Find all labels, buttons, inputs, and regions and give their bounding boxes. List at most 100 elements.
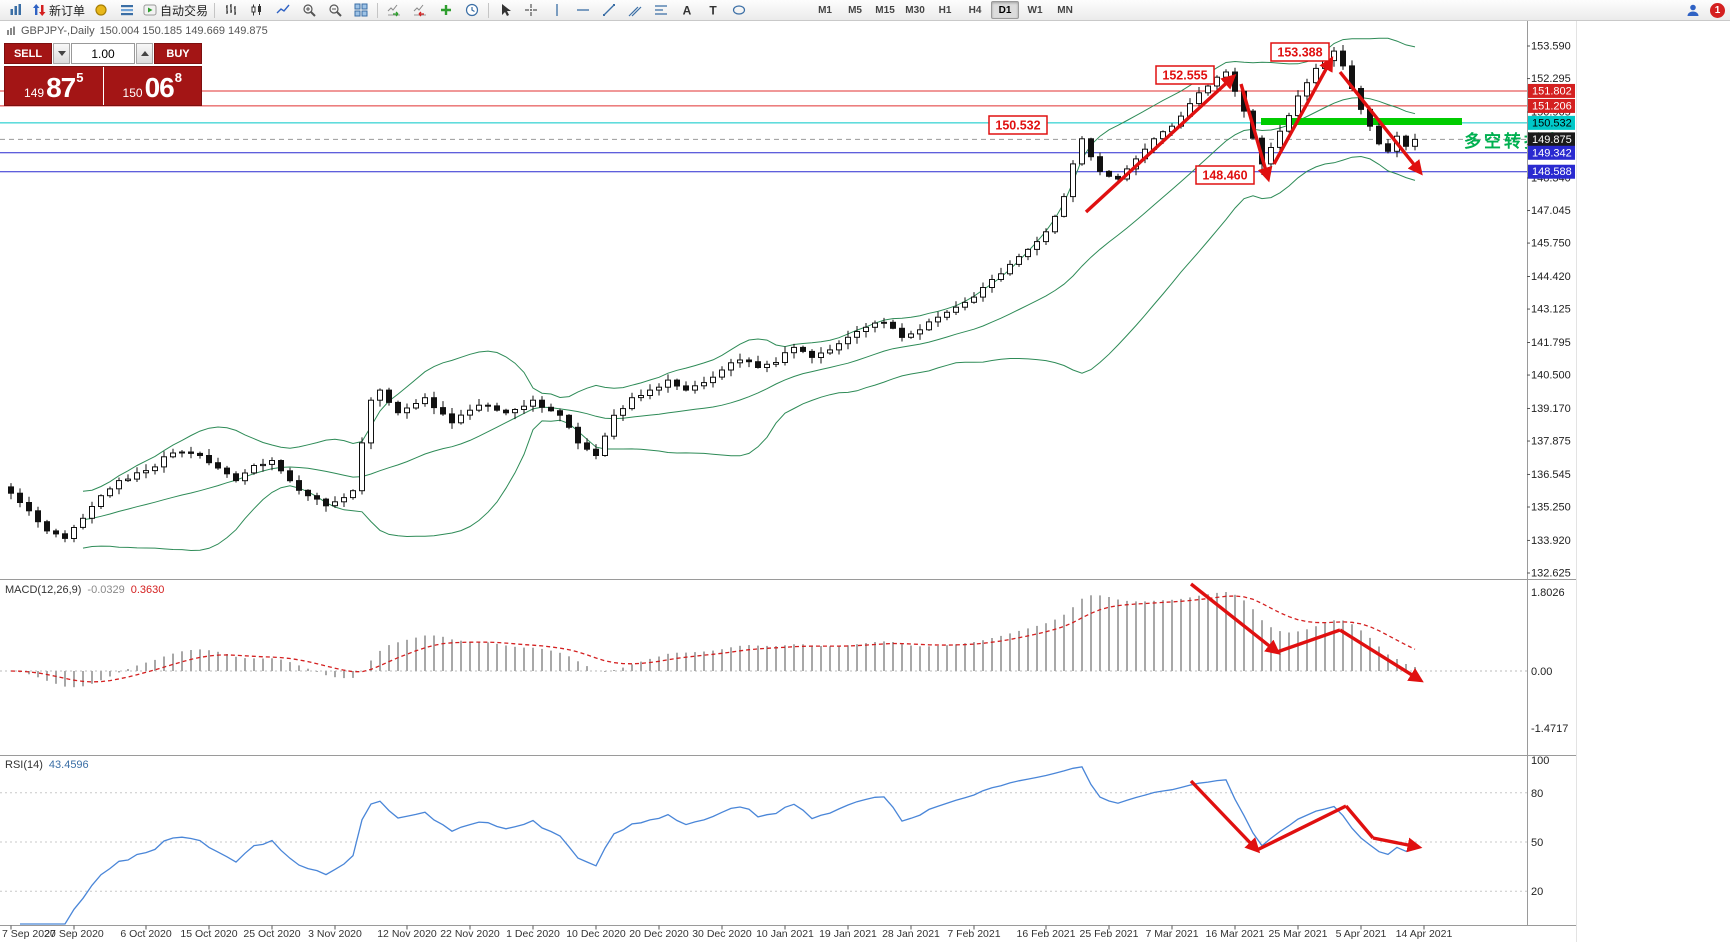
price-tick-label: 141.795 — [1531, 337, 1571, 349]
price-annotation[interactable]: 150.532 — [988, 115, 1048, 135]
market-watch-button[interactable] — [114, 0, 140, 20]
trend-arrow[interactable] — [1189, 779, 1261, 854]
bar-chart-mode-button[interactable] — [218, 0, 244, 20]
periods-button[interactable] — [459, 0, 485, 20]
autotrading-button[interactable]: 自动交易 — [140, 0, 211, 20]
trendline-icon — [603, 4, 616, 16]
price-tick-label: 137.875 — [1531, 436, 1571, 448]
price-tick-label: 152.295 — [1531, 73, 1571, 85]
date-tick-label: 22 Nov 2020 — [440, 928, 500, 940]
timeframe-button-m5[interactable]: M5 — [848, 4, 862, 16]
text-tool-button[interactable]: A — [674, 0, 700, 20]
chart-profile-button[interactable] — [3, 0, 29, 20]
channel-tool-button[interactable] — [622, 0, 648, 20]
shapes-tool-button[interactable] — [726, 0, 752, 20]
timeframe-button-m30[interactable]: M30 — [905, 4, 925, 16]
horizontal-line-tool-button[interactable] — [570, 0, 596, 20]
one-click-trading-panel: SELL BUY 149 87 5 150 06 8 — [4, 43, 202, 106]
price-tick-label: 145.750 — [1531, 238, 1571, 250]
macd-histogram — [19, 592, 1416, 688]
macd-label: MACD(12,26,9) -0.0329 0.3630 — [5, 584, 164, 596]
trend-arrow[interactable] — [1339, 628, 1424, 683]
trend-arrow[interactable] — [1256, 804, 1347, 852]
candlestick-mode-button[interactable] — [244, 0, 270, 20]
support-zone-bar[interactable] — [1261, 118, 1462, 125]
crosshair-tool-button[interactable] — [518, 0, 544, 20]
price-badge: 151.206 — [1528, 98, 1575, 113]
triangle-up-icon — [140, 51, 149, 56]
add-indicator-icon — [441, 5, 452, 15]
volume-increase-button[interactable] — [136, 43, 153, 64]
svg-text:148.460: 148.460 — [1202, 169, 1247, 183]
toolbar-separator — [377, 2, 379, 18]
timeframe-button-m15[interactable]: M15 — [875, 4, 895, 16]
trend-arrow[interactable] — [1084, 73, 1237, 214]
rsi-scale-label: 80 — [1531, 788, 1543, 800]
date-tick-label: 20 Dec 2020 — [629, 928, 689, 940]
autotrading-label: 自动交易 — [160, 3, 209, 18]
text-label-tool-button[interactable]: T — [700, 0, 726, 20]
vertical-line-tool-button[interactable] — [544, 0, 570, 20]
trend-arrow[interactable] — [1239, 83, 1273, 183]
timeframe-button-m1[interactable]: M1 — [818, 4, 832, 16]
bid-price[interactable]: 149 87 5 — [5, 67, 104, 105]
trendline-tool-button[interactable] — [596, 0, 622, 20]
timeframe-button-h1[interactable]: H1 — [938, 4, 952, 16]
bar-chart-mode-icon — [226, 4, 237, 15]
volume-input[interactable] — [71, 43, 135, 64]
buy-button[interactable]: BUY — [154, 43, 202, 64]
ask-pip-digit: 8 — [174, 70, 182, 85]
price-annotation[interactable]: 148.460 — [1195, 165, 1255, 185]
bollinger-middle-band[interactable] — [82, 97, 1416, 521]
cursor-tool-button[interactable] — [492, 0, 518, 20]
zoom-out-button[interactable] — [322, 0, 348, 20]
date-tick-label: 1 Dec 2020 — [506, 928, 560, 940]
notification-badge[interactable]: 1 — [1710, 2, 1725, 18]
script-icon — [95, 4, 107, 16]
ask-prefix: 150 — [122, 86, 143, 100]
line-chart-mode-button[interactable] — [270, 0, 296, 20]
timeframe-button-mn[interactable]: MN — [1057, 4, 1073, 16]
trend-arrow[interactable] — [1344, 804, 1375, 840]
price-annotation[interactable]: 153.388 — [1270, 42, 1330, 62]
bollinger-lower-band[interactable] — [82, 155, 1416, 552]
trend-arrow[interactable] — [1189, 582, 1281, 655]
svg-text:149.875: 149.875 — [1532, 134, 1572, 146]
zoom-in-button[interactable] — [296, 0, 322, 20]
tile-windows-button[interactable] — [348, 0, 374, 20]
chart-shift-icon — [413, 4, 427, 17]
vertical-line-icon — [556, 4, 558, 16]
date-tick-label: 7 Mar 2021 — [1145, 928, 1198, 940]
autoscroll-button[interactable] — [381, 0, 407, 20]
date-tick-label: 25 Mar 2021 — [1269, 928, 1328, 940]
price-annotation[interactable]: 152.555 — [1155, 65, 1215, 85]
trend-arrow[interactable] — [1338, 70, 1423, 176]
script-button[interactable] — [88, 0, 114, 20]
trend-arrow[interactable] — [1276, 628, 1341, 654]
price-badge: 149.875 — [1528, 132, 1575, 147]
new-order-label: 新订单 — [49, 3, 86, 18]
community-button[interactable] — [1680, 0, 1706, 20]
price-tick-label: 144.420 — [1531, 271, 1571, 283]
timeframe-button-h4[interactable]: H4 — [968, 4, 982, 16]
chart-shift-button[interactable] — [407, 0, 433, 20]
add-indicator-button[interactable] — [433, 0, 459, 20]
zoom-out-icon — [329, 4, 342, 17]
svg-text:151.802: 151.802 — [1532, 85, 1572, 97]
toolbar-separator — [214, 2, 216, 18]
volume-decrease-button[interactable] — [53, 43, 70, 64]
new-order-button[interactable]: 新订单 — [29, 0, 88, 20]
trend-arrow[interactable] — [1372, 836, 1423, 853]
timeframe-button-d1[interactable]: D1 — [991, 1, 1020, 19]
bid-big-digits: 87 — [46, 72, 76, 103]
market-watch-icon — [121, 5, 134, 16]
timeframe-button-w1[interactable]: W1 — [1027, 4, 1043, 16]
sell-button[interactable]: SELL — [4, 43, 52, 64]
macd-scale-label: 0.00 — [1531, 666, 1552, 678]
fibonacci-tool-button[interactable] — [648, 0, 674, 20]
date-tick-label: 25 Feb 2021 — [1080, 928, 1139, 940]
trend-arrow[interactable] — [1272, 56, 1334, 165]
ask-price[interactable]: 150 06 8 — [104, 67, 202, 105]
price-badge: 148.588 — [1528, 164, 1575, 179]
